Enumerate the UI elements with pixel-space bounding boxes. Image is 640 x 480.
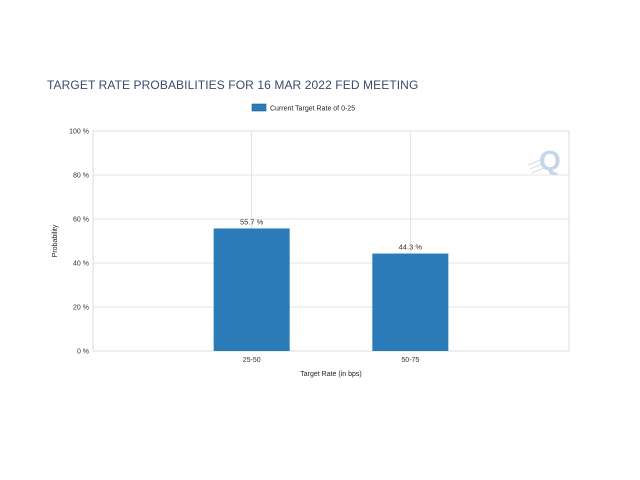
bar-data-label: 55.7 % (240, 217, 264, 226)
bar-data-label: 44.3 % (399, 243, 423, 252)
x-tick-label: 50-75 (401, 357, 419, 364)
y-tick-label: 80 % (73, 173, 89, 180)
x-axis-label: Target Rate (in bps) (300, 371, 361, 378)
plot-area (92, 130, 570, 352)
y-tick-label: 20 % (73, 305, 89, 312)
y-tick-label: 100 % (69, 129, 89, 136)
watermark-q-logo: Q (527, 145, 561, 176)
y-axis-ticks: 0 % 20 % 40 % 60 % 80 % 100 % (69, 129, 89, 356)
bars: 55.7 % 44.3 % (213, 217, 449, 351)
y-axis-label: Probability (52, 224, 59, 257)
legend-label: Current Target Rate of 0-25 (270, 106, 355, 113)
y-tick-label: 40 % (73, 261, 89, 268)
watermark-q-icon: Q (539, 145, 561, 176)
bar-25-50 (213, 228, 290, 351)
legend-swatch (251, 103, 267, 112)
x-tick-label: 25-50 (243, 357, 261, 364)
bar-50-75 (372, 253, 449, 351)
y-tick-label: 60 % (73, 217, 89, 224)
legend: Current Target Rate of 0-25 (251, 103, 355, 113)
x-axis-ticks: 25-50 50-75 (243, 357, 420, 364)
chart-title: TARGET RATE PROBABILITIES FOR 16 MAR 202… (47, 78, 419, 92)
y-tick-label: 0 % (77, 349, 89, 356)
